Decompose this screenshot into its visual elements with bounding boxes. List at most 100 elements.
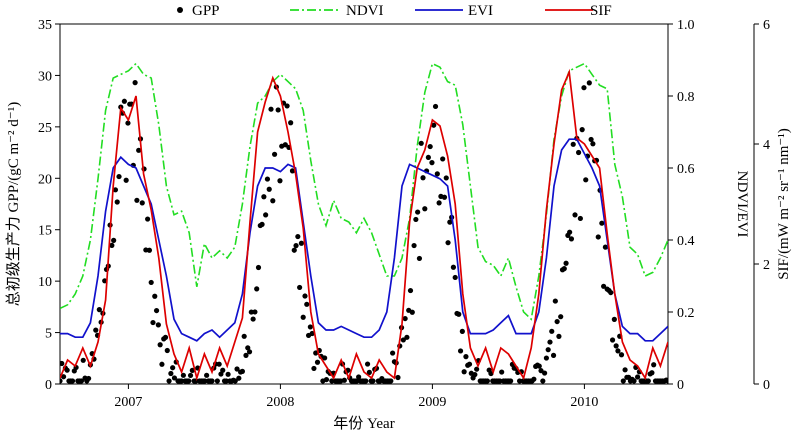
gpp-point xyxy=(112,187,119,193)
gpp-point xyxy=(236,375,242,381)
gpp-point xyxy=(60,360,65,367)
gpp-point xyxy=(86,375,92,382)
gpp-point xyxy=(572,212,578,218)
gpp-point xyxy=(64,367,70,373)
gpp-scatter xyxy=(60,80,668,384)
gpp-point xyxy=(427,143,433,150)
gpp-point xyxy=(187,372,194,379)
gpp-point xyxy=(289,168,296,174)
gpp-point xyxy=(132,80,138,86)
gpp-point xyxy=(341,377,347,383)
gpp-point xyxy=(547,339,553,345)
gpp-point xyxy=(300,314,306,320)
gpp-point xyxy=(447,219,453,225)
gpp-point xyxy=(171,375,178,381)
gpp-point xyxy=(270,198,276,204)
gpp-point xyxy=(166,378,172,384)
gpp-point xyxy=(536,363,542,369)
gpp-point xyxy=(159,361,165,367)
gpp-tick-label: 20 xyxy=(38,172,52,187)
gpp-point xyxy=(563,260,569,266)
gpp-point xyxy=(363,378,369,384)
gpp-point xyxy=(395,374,401,381)
gpp-point xyxy=(111,237,117,243)
gpp-point xyxy=(189,367,195,374)
gpp-point xyxy=(588,136,594,143)
gpp-point xyxy=(516,378,523,384)
gpp-point xyxy=(291,247,297,253)
gpp-point xyxy=(114,199,120,205)
gpp-point xyxy=(302,293,308,299)
gpp-point xyxy=(223,378,229,384)
gpp-point xyxy=(264,176,271,182)
gpp-point xyxy=(304,301,310,307)
gpp-point xyxy=(488,370,494,377)
gpp-point xyxy=(645,378,651,384)
gpp-point xyxy=(364,361,371,367)
gpp-point xyxy=(245,345,251,351)
gpp-point xyxy=(443,175,449,181)
gpp-point xyxy=(293,243,299,249)
gpp-point xyxy=(123,177,129,183)
gpp-point xyxy=(665,378,668,384)
gpp-point xyxy=(298,240,305,246)
gpp-point xyxy=(307,324,313,330)
gpp-point xyxy=(508,378,514,384)
gpp-point xyxy=(69,378,76,384)
legend: GPP NDVI EVI SIF xyxy=(177,3,612,19)
gpp-point xyxy=(413,216,419,223)
gpp-point xyxy=(609,337,616,343)
gpp-point xyxy=(266,186,272,192)
gpp-tick-label: 25 xyxy=(38,121,52,136)
legend-label-evi: EVI xyxy=(468,3,493,19)
gpp-tick-label: 10 xyxy=(38,275,52,290)
evi-line xyxy=(60,138,668,342)
gpp-point xyxy=(366,369,372,375)
gpp-point xyxy=(259,221,265,227)
gpp-point xyxy=(472,371,478,378)
gpp-point xyxy=(404,334,410,340)
gpp-point xyxy=(543,355,550,361)
gpp-point xyxy=(618,352,625,358)
gpp-point xyxy=(314,359,321,365)
gpp-point xyxy=(125,120,131,126)
gpp-point xyxy=(602,244,609,250)
gpp-point xyxy=(322,355,328,361)
gpp-point xyxy=(422,206,428,212)
gpp-point xyxy=(554,318,560,325)
gpp-point xyxy=(416,255,423,262)
gpp-point xyxy=(577,215,583,222)
index-tick-label: 0.4 xyxy=(677,234,695,249)
gpp-point xyxy=(93,327,99,333)
gpp-point xyxy=(611,316,617,322)
gpp-point xyxy=(388,378,394,384)
gpp-point xyxy=(261,194,267,200)
gpp-point xyxy=(232,378,238,384)
gpp-point xyxy=(402,315,408,322)
gpp-point xyxy=(121,98,127,104)
gpp-point xyxy=(434,171,440,177)
gpp-point xyxy=(139,200,145,206)
legend-label-ndvi: NDVI xyxy=(346,3,384,19)
gpp-point xyxy=(583,177,589,183)
x-axis-title: 年份 Year xyxy=(333,415,394,432)
gpp-point xyxy=(60,374,67,380)
gpp-point xyxy=(558,314,564,320)
gpp-point xyxy=(590,141,596,147)
plot-frame xyxy=(59,23,669,385)
gpp-point xyxy=(601,283,607,289)
gpp-point xyxy=(216,361,222,367)
gpp-tick-label: 35 xyxy=(38,18,52,33)
gpp-point xyxy=(180,372,186,378)
gpp-point xyxy=(429,160,435,166)
gpp-point xyxy=(153,307,160,314)
gpp-point xyxy=(615,348,621,354)
index-tick-label: 0.2 xyxy=(677,306,695,321)
gpp-point xyxy=(599,220,605,226)
gpp-point xyxy=(595,234,601,240)
gpp-point xyxy=(568,236,575,242)
x-tick-label: 2010 xyxy=(570,395,598,410)
gpp-point xyxy=(407,287,414,294)
gpp-point xyxy=(241,333,247,339)
